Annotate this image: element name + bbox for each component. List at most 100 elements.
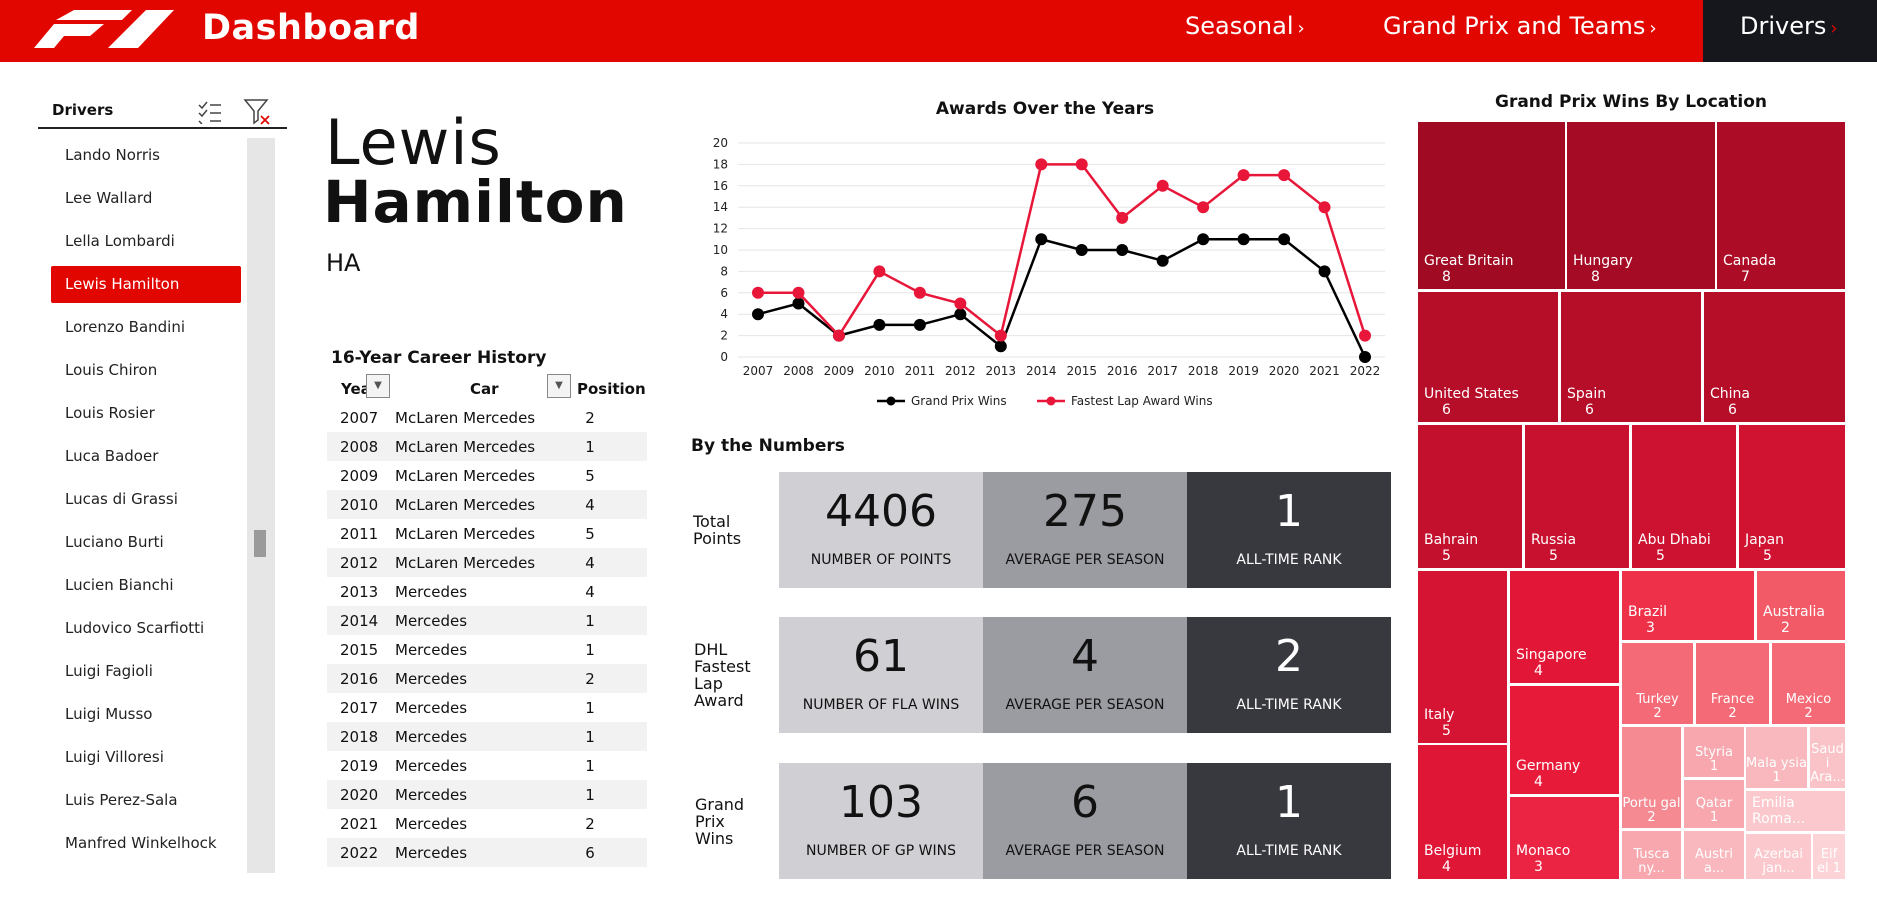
driver-list-item[interactable]: Lewis Hamilton xyxy=(51,266,241,303)
scrollbar-track[interactable] xyxy=(247,138,275,873)
legend-label: Grand Prix Wins xyxy=(911,394,1007,408)
treemap-tile[interactable]: Spain 6 xyxy=(1561,292,1701,422)
treemap-tile[interactable]: Azerbai jan... xyxy=(1746,834,1811,879)
driver-list-item[interactable]: Lando Norris xyxy=(65,146,160,164)
cell-car: Mercedes xyxy=(395,583,468,601)
treemap-tile[interactable]: Abu Dhabi 5 xyxy=(1632,425,1736,568)
nav-grand-prix-teams[interactable]: Grand Prix and Teams › xyxy=(1383,12,1657,40)
cell-position: 1 xyxy=(585,612,595,630)
treemap-label: Japan 5 xyxy=(1745,532,1784,564)
treemap-location: Abu Dhabi xyxy=(1638,532,1711,548)
driver-list-item[interactable]: Luigi Fagioli xyxy=(65,662,153,680)
data-point xyxy=(954,308,967,321)
data-point xyxy=(873,318,886,331)
row-label-line: Award xyxy=(694,691,744,710)
car-filter-dropdown-icon[interactable]: ▼ xyxy=(547,374,571,398)
treemap-label: Saud i Ara... xyxy=(1810,743,1845,785)
driver-list-item[interactable]: Lee Wallard xyxy=(65,189,153,207)
treemap-tile[interactable]: Italy 5 xyxy=(1418,571,1507,743)
treemap-tile[interactable]: Turkey 2 xyxy=(1622,643,1693,724)
driver-list-item[interactable]: Luigi Musso xyxy=(65,705,153,723)
treemap-tile[interactable]: Russia 5 xyxy=(1525,425,1629,568)
column-header-year[interactable]: Yea xyxy=(341,380,371,398)
treemap-tile[interactable]: Germany 4 xyxy=(1510,686,1619,794)
treemap-label: Turkey 2 xyxy=(1622,693,1693,721)
table-row: 2016 Mercedes 2 xyxy=(327,664,647,693)
treemap-tile[interactable]: Styria 1 xyxy=(1684,727,1744,777)
data-point xyxy=(994,340,1007,353)
driver-list-item[interactable]: Lorenzo Bandini xyxy=(65,318,186,336)
slicer-divider xyxy=(38,127,287,129)
treemap-label: Abu Dhabi 5 xyxy=(1638,532,1711,564)
x-tick-label: 2013 xyxy=(986,364,1017,378)
series-line xyxy=(758,163,1367,338)
data-point xyxy=(1197,233,1210,246)
treemap-tile[interactable]: Singapore 4 xyxy=(1510,571,1619,683)
treemap-tile[interactable]: Monaco 3 xyxy=(1510,797,1619,879)
treemap-tile[interactable]: Canada 7 xyxy=(1717,122,1845,289)
treemap-tile[interactable]: Japan 5 xyxy=(1739,425,1845,568)
treemap-label: Germany 4 xyxy=(1516,758,1580,790)
treemap-tile[interactable]: Australia 2 xyxy=(1757,571,1845,640)
treemap-tile[interactable]: Portu gal 2 xyxy=(1622,727,1681,828)
cell-car: McLaren Mercedes xyxy=(395,496,536,514)
treemap-tile[interactable]: Emilia Roma... xyxy=(1746,791,1845,831)
treemap-tile[interactable]: Mexico 2 xyxy=(1772,643,1845,724)
treemap-label: Bahrain 5 xyxy=(1424,532,1478,564)
treemap-tile[interactable]: Great Britain 8 xyxy=(1418,122,1565,289)
treemap-location: Qatar xyxy=(1695,796,1733,811)
row-label-line: Grand xyxy=(695,794,745,814)
driver-list-item[interactable]: Luigi Villoresi xyxy=(65,748,164,766)
treemap-label: Mala ysia 1 xyxy=(1746,757,1807,785)
treemap-value: 2 xyxy=(1653,706,1662,721)
treemap-value: 4 xyxy=(1534,774,1543,790)
treemap-tile[interactable]: Eif el 1 xyxy=(1813,834,1845,879)
nav-drivers-label: Drivers xyxy=(1740,12,1827,40)
cell-car: Mercedes xyxy=(395,757,468,775)
cell-position: 5 xyxy=(585,467,595,485)
legend-marker xyxy=(1046,396,1056,406)
data-point xyxy=(752,286,764,299)
select-all-icon[interactable] xyxy=(197,100,223,124)
column-header-car[interactable]: Car xyxy=(470,380,499,398)
scrollbar-thumb[interactable] xyxy=(254,530,266,557)
treemap-location: Russia xyxy=(1531,532,1577,548)
kpi-caption: ALL-TIME RANK xyxy=(1236,697,1342,713)
data-point xyxy=(1359,351,1371,363)
kpi-card: 103 NUMBER OF GP WINS xyxy=(779,763,983,879)
driver-list-item[interactable]: Luciano Burti xyxy=(65,533,164,551)
driver-list-item[interactable]: Lucas di Grassi xyxy=(65,490,178,508)
treemap-tile[interactable]: China 6 xyxy=(1704,292,1845,422)
driver-list-item[interactable]: Louis Chiron xyxy=(65,361,158,379)
kpi-caption: NUMBER OF POINTS xyxy=(810,552,952,568)
driver-list-item[interactable]: Lucien Bianchi xyxy=(65,576,174,594)
treemap-label: Hungary 8 xyxy=(1573,253,1633,285)
year-filter-dropdown-icon[interactable]: ▼ xyxy=(366,374,390,398)
column-header-position[interactable]: Position xyxy=(577,380,646,398)
nav-drivers[interactable]: Drivers › xyxy=(1740,12,1838,40)
treemap-tile[interactable]: Qatar 1 xyxy=(1684,780,1744,828)
treemap-value: 5 xyxy=(1763,548,1772,564)
clear-filter-icon[interactable] xyxy=(243,98,271,126)
nav-seasonal[interactable]: Seasonal › xyxy=(1185,12,1305,40)
treemap-tile[interactable]: Belgium 4 xyxy=(1418,745,1507,879)
treemap-value: 5 xyxy=(1549,548,1558,564)
treemap-value: 8 xyxy=(1442,269,1451,285)
driver-list-item[interactable]: Louis Rosier xyxy=(65,404,155,422)
treemap-tile[interactable]: Mala ysia 1 xyxy=(1746,727,1807,788)
driver-list-item[interactable]: Ludovico Scarfiotti xyxy=(65,619,205,637)
driver-list-item[interactable]: Lella Lombardi xyxy=(65,232,175,250)
treemap-tile[interactable]: Saud i Ara... xyxy=(1810,727,1845,788)
treemap-tile[interactable]: Austri a... xyxy=(1684,831,1744,879)
treemap-tile[interactable]: France 2 xyxy=(1696,643,1769,724)
driver-list-item[interactable]: Luis Perez-Sala xyxy=(65,791,178,809)
treemap-value: 4 xyxy=(1534,663,1543,679)
driver-list-item[interactable]: Manfred Winkelhock xyxy=(65,834,217,852)
cell-position: 4 xyxy=(585,554,595,572)
treemap-tile[interactable]: Tusca ny... xyxy=(1622,831,1681,879)
treemap-tile[interactable]: Hungary 8 xyxy=(1567,122,1715,289)
treemap-tile[interactable]: Bahrain 5 xyxy=(1418,425,1522,568)
treemap-tile[interactable]: United States 6 xyxy=(1418,292,1558,422)
treemap-tile[interactable]: Brazil 3 xyxy=(1622,571,1754,640)
driver-list-item[interactable]: Luca Badoer xyxy=(65,447,159,465)
